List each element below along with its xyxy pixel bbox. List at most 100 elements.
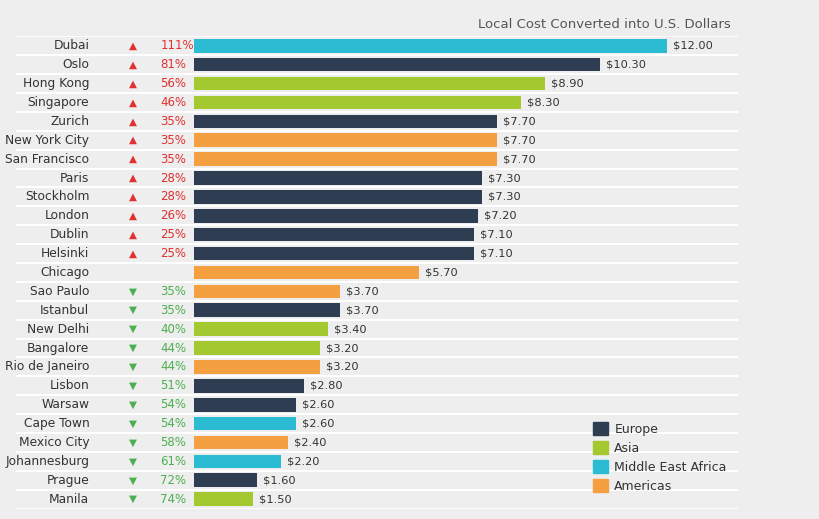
Bar: [193, 360, 319, 374]
Text: $8.90: $8.90: [550, 78, 583, 89]
Bar: [193, 493, 253, 506]
Text: ▼: ▼: [129, 400, 137, 409]
Text: ▲: ▲: [129, 192, 137, 202]
Text: 51%: 51%: [161, 379, 186, 392]
Bar: [193, 95, 521, 110]
Bar: [193, 152, 497, 166]
Text: Rio de Janeiro: Rio de Janeiro: [5, 360, 89, 374]
Text: $7.70: $7.70: [503, 154, 536, 164]
Bar: [193, 266, 418, 279]
Text: ▲: ▲: [129, 116, 137, 126]
Bar: [193, 304, 339, 317]
Text: ▲: ▲: [129, 173, 137, 183]
Text: ▼: ▼: [129, 475, 137, 485]
Text: 35%: 35%: [161, 304, 186, 317]
Bar: [193, 455, 280, 468]
Text: Paris: Paris: [60, 171, 89, 185]
Text: 111%: 111%: [161, 39, 194, 52]
Text: 54%: 54%: [161, 417, 186, 430]
Text: Dublin: Dublin: [50, 228, 89, 241]
Text: $1.50: $1.50: [259, 494, 292, 504]
Text: New Delhi: New Delhi: [27, 323, 89, 336]
Text: $7.10: $7.10: [479, 249, 512, 258]
Text: Stockholm: Stockholm: [25, 190, 89, 203]
Text: $12.00: $12.00: [672, 41, 712, 51]
Bar: [193, 58, 600, 72]
Text: 46%: 46%: [161, 96, 186, 109]
Text: Hong Kong: Hong Kong: [23, 77, 89, 90]
Text: 35%: 35%: [161, 134, 186, 147]
Text: ▼: ▼: [129, 381, 137, 391]
Text: 35%: 35%: [161, 115, 186, 128]
Text: $3.20: $3.20: [325, 343, 358, 353]
Text: Dubai: Dubai: [53, 39, 89, 52]
Text: Singapore: Singapore: [28, 96, 89, 109]
Text: 61%: 61%: [161, 455, 186, 468]
Text: 58%: 58%: [161, 436, 186, 449]
Text: Bangalore: Bangalore: [27, 342, 89, 354]
Text: Istanbul: Istanbul: [40, 304, 89, 317]
Text: $2.80: $2.80: [310, 381, 342, 391]
Bar: [193, 284, 339, 298]
Text: ▼: ▼: [129, 324, 137, 334]
Text: $1.60: $1.60: [263, 475, 295, 485]
Bar: [193, 341, 319, 355]
Text: $3.20: $3.20: [325, 362, 358, 372]
Text: $5.70: $5.70: [424, 267, 457, 278]
Text: $8.30: $8.30: [527, 98, 559, 107]
Text: ▲: ▲: [129, 78, 137, 89]
Bar: [193, 435, 288, 449]
Text: $2.60: $2.60: [302, 400, 334, 409]
Text: $7.70: $7.70: [503, 135, 536, 145]
Bar: [193, 398, 296, 412]
Text: 72%: 72%: [161, 474, 186, 487]
Text: ▲: ▲: [129, 211, 137, 221]
Bar: [193, 209, 477, 223]
Text: $2.20: $2.20: [286, 456, 319, 467]
Bar: [193, 247, 473, 261]
Text: San Francisco: San Francisco: [5, 153, 89, 166]
Bar: [193, 473, 256, 487]
Text: ▼: ▼: [129, 286, 137, 296]
Text: Oslo: Oslo: [62, 58, 89, 71]
Text: ▲: ▲: [129, 230, 137, 240]
Text: Lisbon: Lisbon: [49, 379, 89, 392]
Text: 25%: 25%: [161, 247, 186, 260]
Bar: [193, 133, 497, 147]
Text: 40%: 40%: [161, 323, 186, 336]
Text: Warsaw: Warsaw: [41, 398, 89, 411]
Text: 28%: 28%: [161, 190, 186, 203]
Text: $7.30: $7.30: [487, 173, 520, 183]
Bar: [193, 190, 481, 204]
Text: ▲: ▲: [129, 98, 137, 107]
Text: $7.70: $7.70: [503, 116, 536, 126]
Text: $2.60: $2.60: [302, 419, 334, 429]
Text: Cape Town: Cape Town: [24, 417, 89, 430]
Text: ▼: ▼: [129, 456, 137, 467]
Text: 44%: 44%: [161, 360, 186, 374]
Text: 25%: 25%: [161, 228, 186, 241]
Text: $3.70: $3.70: [346, 286, 378, 296]
Text: Sao Paulo: Sao Paulo: [29, 285, 89, 298]
Text: Chicago: Chicago: [40, 266, 89, 279]
Text: ▲: ▲: [129, 154, 137, 164]
Bar: [193, 77, 544, 90]
Bar: [193, 379, 304, 393]
Text: $7.20: $7.20: [483, 211, 516, 221]
Text: $2.40: $2.40: [294, 438, 327, 447]
Text: 44%: 44%: [161, 342, 186, 354]
Text: Helsinki: Helsinki: [41, 247, 89, 260]
Text: Zurich: Zurich: [50, 115, 89, 128]
Text: Mexico City: Mexico City: [19, 436, 89, 449]
Text: Manila: Manila: [49, 493, 89, 506]
Text: 26%: 26%: [161, 209, 186, 222]
Text: 35%: 35%: [161, 285, 186, 298]
Text: ▼: ▼: [129, 305, 137, 315]
Legend: Europe, Asia, Middle East Africa, Americas: Europe, Asia, Middle East Africa, Americ…: [587, 417, 731, 498]
Text: 81%: 81%: [161, 58, 186, 71]
Bar: [193, 417, 296, 430]
Text: ▲: ▲: [129, 135, 137, 145]
Text: ▼: ▼: [129, 438, 137, 447]
Text: ▼: ▼: [129, 419, 137, 429]
Text: ▲: ▲: [129, 249, 137, 258]
